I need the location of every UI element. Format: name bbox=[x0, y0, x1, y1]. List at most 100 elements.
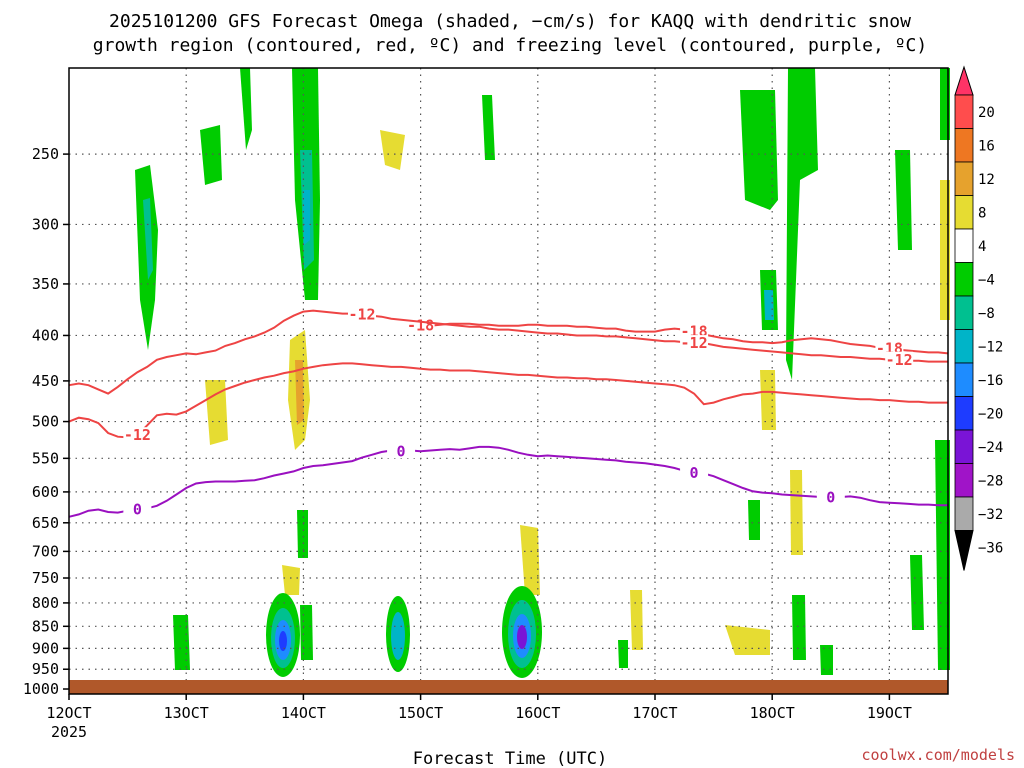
colorbar-level-label: −8 bbox=[978, 306, 995, 322]
contour-label: -12 bbox=[348, 306, 375, 324]
contour-label-bg bbox=[123, 501, 152, 517]
contour-label-bg bbox=[680, 323, 709, 339]
contour-label-bg bbox=[680, 464, 709, 480]
colorbar-level-label: −28 bbox=[978, 474, 1003, 490]
x-tick-label: 12OCT bbox=[46, 704, 91, 722]
colorbar-top-arrow bbox=[954, 65, 974, 96]
contour-label: -12 bbox=[886, 351, 913, 369]
omega-region bbox=[895, 150, 912, 250]
grid-lines bbox=[69, 68, 948, 694]
colorbar-segment bbox=[954, 128, 974, 163]
colorbar-segment bbox=[954, 94, 974, 129]
y-tick-label: 450 bbox=[32, 372, 59, 390]
colorbar-level-label: −32 bbox=[978, 507, 1003, 523]
omega-region bbox=[482, 95, 495, 160]
colorbar-segment bbox=[954, 396, 974, 431]
omega-region bbox=[764, 290, 774, 320]
colorbar-segment bbox=[954, 463, 974, 498]
colorbar-segment bbox=[954, 161, 974, 196]
omega-region bbox=[820, 645, 833, 675]
colorbar-level-label: 20 bbox=[978, 105, 995, 121]
colorbar: 20 16 12 8 4 −4 −8 −12 −16 −20 −24 −28 −32 −36 bbox=[954, 65, 1003, 571]
omega-region bbox=[517, 625, 527, 649]
y-tick-label: 700 bbox=[32, 542, 59, 560]
omega-region bbox=[200, 125, 222, 185]
omega-region bbox=[618, 640, 628, 668]
y-tick-label: 750 bbox=[32, 569, 59, 587]
contour--12 bbox=[68, 309, 948, 395]
y-tick-label: 300 bbox=[32, 215, 59, 233]
y-tick-label: 950 bbox=[32, 660, 59, 678]
y-tick-label: 550 bbox=[32, 449, 59, 467]
omega-region bbox=[240, 68, 252, 150]
colorbar-segment bbox=[954, 496, 974, 531]
y-axis: 250 300 350 400 450 500 550 600 650 700 750 800 850 9… bbox=[23, 145, 69, 698]
omega-region bbox=[520, 525, 540, 595]
contour-label-bg bbox=[387, 443, 416, 459]
contour-label: 0 bbox=[397, 442, 406, 460]
omega-region bbox=[135, 165, 158, 350]
chart-title-line1: 2025101200 GFS Forecast Omega (shaded, −… bbox=[109, 11, 911, 32]
colorbar-segment bbox=[954, 228, 974, 263]
omega-region bbox=[380, 130, 405, 170]
colorbar-segment bbox=[954, 195, 974, 230]
omega-region bbox=[300, 605, 313, 660]
contour-0 bbox=[68, 445, 948, 518]
omega-region bbox=[630, 590, 643, 650]
omega-region bbox=[391, 612, 405, 660]
colorbar-segment bbox=[954, 362, 974, 397]
x-tick-label: 16OCT bbox=[515, 704, 560, 722]
colorbar-level-label: 12 bbox=[978, 172, 995, 188]
colorbar-level-label: −36 bbox=[978, 541, 1003, 557]
omega-region bbox=[173, 615, 190, 670]
x-tick-label: 14OCT bbox=[281, 704, 326, 722]
omega-region bbox=[910, 555, 924, 630]
contour-label-bg bbox=[816, 489, 845, 505]
omega-region bbox=[760, 370, 776, 430]
y-tick-label: 650 bbox=[32, 514, 59, 532]
contour--18 bbox=[410, 322, 949, 355]
omega-region bbox=[790, 470, 803, 555]
x-tick-label: 15OCT bbox=[398, 704, 443, 722]
y-tick-label: 350 bbox=[32, 275, 59, 293]
omega-region bbox=[282, 565, 300, 595]
contour-label: 0 bbox=[826, 489, 835, 507]
contour-label-bg bbox=[680, 335, 709, 351]
omega-region bbox=[143, 198, 153, 280]
contour-label-bg bbox=[123, 427, 152, 443]
y-tick-label: 400 bbox=[32, 326, 59, 344]
colorbar-level-label: −16 bbox=[978, 373, 1003, 389]
y-tick-label: 900 bbox=[32, 639, 59, 657]
x-tick-label: 19OCT bbox=[867, 704, 912, 722]
colorbar-segment bbox=[954, 429, 974, 464]
contour-label: -18 bbox=[407, 317, 434, 335]
contour-label-bg bbox=[348, 306, 376, 322]
watermark: coolwx.com/models bbox=[861, 746, 1015, 764]
contour-label: -12 bbox=[681, 334, 708, 352]
colorbar-level-label: −12 bbox=[978, 340, 1003, 356]
contour--12 bbox=[68, 362, 948, 439]
contour-label: 0 bbox=[690, 464, 699, 482]
contour-label-bg bbox=[885, 351, 914, 367]
contour-label: -12 bbox=[124, 426, 151, 444]
colorbar-segment bbox=[954, 262, 974, 297]
y-tick-label: 850 bbox=[32, 617, 59, 635]
omega-region bbox=[297, 510, 308, 558]
x-axis-label: Forecast Time (UTC) bbox=[413, 749, 607, 768]
omega-region bbox=[792, 595, 806, 660]
omega-region bbox=[303, 190, 310, 245]
colorbar-level-label: 4 bbox=[978, 239, 986, 255]
colorbar-segment bbox=[954, 295, 974, 330]
colorbar-bottom-arrow bbox=[954, 530, 974, 571]
contour-label: 0 bbox=[133, 501, 142, 519]
colorbar-level-label: 16 bbox=[978, 139, 995, 155]
omega-region bbox=[740, 90, 778, 210]
x-tick-label: 17OCT bbox=[632, 704, 677, 722]
y-tick-label: 500 bbox=[32, 413, 59, 431]
y-tick-label: 1000 bbox=[23, 680, 59, 698]
colorbar-level-label: −4 bbox=[978, 273, 995, 289]
colorbar-segment bbox=[954, 329, 974, 364]
